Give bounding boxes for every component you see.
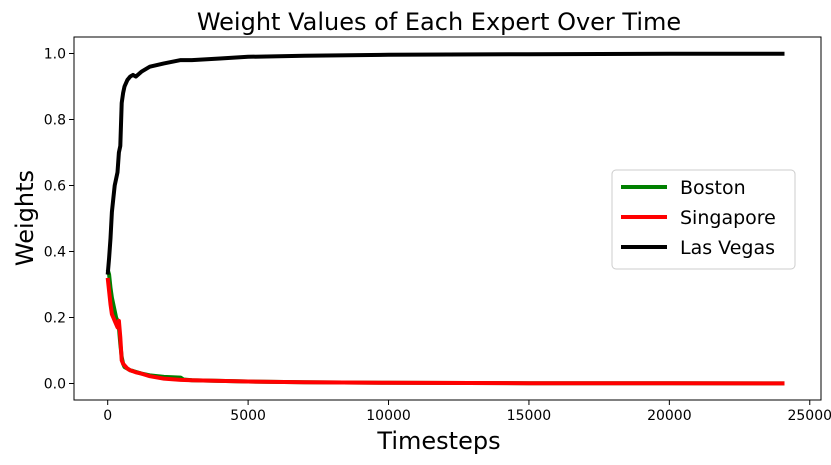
y-tick-label: 0.8 [44, 113, 66, 129]
x-tick-label: 15000 [507, 408, 552, 424]
chart-title: Weight Values of Each Expert Over Time [197, 8, 681, 36]
x-tick-label: 0 [103, 408, 112, 424]
series-line-1 [105, 277, 785, 386]
y-tick-label: 0.6 [44, 179, 66, 195]
y-tick-label: 0.4 [44, 245, 66, 261]
y-axis-label: Weights [11, 170, 39, 266]
x-tick-label: 10000 [366, 408, 411, 424]
series-line-0 [105, 269, 785, 386]
x-tick-label: 20000 [647, 408, 692, 424]
legend: Boston Singapore Las Vegas [611, 169, 796, 270]
x-tick-label: 5000 [230, 408, 266, 424]
y-tick-label: 0.2 [44, 311, 66, 327]
legend-box [611, 169, 796, 270]
ticks-layer: 0 5000 10000 15000 20000 25000 0.0 0.2 0.4 0.6 0.8… [44, 47, 831, 425]
x-tick-label: 25000 [787, 408, 831, 424]
series-line-2 [105, 51, 785, 275]
x-axis-label: Timesteps [376, 427, 500, 455]
legend-label-1: Singapore [680, 207, 776, 229]
axes-layer [73, 36, 822, 401]
y-tick-label: 0.0 [44, 377, 66, 393]
plot-frame [73, 36, 822, 401]
series-layer [105, 51, 785, 386]
y-tick-label: 1.0 [44, 47, 66, 63]
legend-label-0: Boston [680, 177, 746, 199]
legend-label-2: Las Vegas [680, 237, 775, 259]
